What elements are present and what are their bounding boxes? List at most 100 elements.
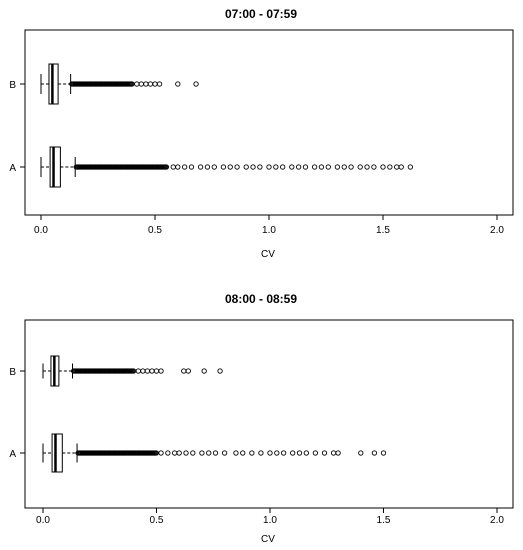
outlier-point-B-69 (143, 81, 149, 87)
box-B (42, 355, 74, 387)
outlier-point-A-103 (280, 450, 287, 456)
outlier-point-A-102 (274, 450, 280, 456)
outlier-point-A-112 (257, 164, 263, 170)
outlier-point-A-109 (234, 164, 240, 170)
outlier-point-B-74 (193, 81, 199, 87)
outlier-point-B-70 (147, 81, 154, 87)
outlier-point-A-125 (357, 164, 363, 170)
panel-1-title: 07:00 - 07:59 (225, 7, 297, 21)
outlier-point-A-89 (172, 450, 178, 456)
outlier-point-A-131 (398, 164, 404, 170)
outlier-point-B-76 (217, 368, 223, 374)
outlier-point-A-96 (221, 450, 228, 456)
outlier-point-A-97 (233, 450, 239, 456)
outlier-point-A-117 (295, 164, 302, 170)
outlier-point-A-109 (330, 450, 337, 456)
box-B (40, 63, 72, 105)
outlier-point-A-90 (176, 450, 182, 456)
outlier-point-A-102 (181, 164, 188, 170)
outlier-point-B-67 (135, 368, 141, 374)
outlier-point-A-105 (296, 450, 303, 456)
x-tick-label-4: 2.0 (490, 225, 504, 236)
outlier-point-A-101 (267, 450, 273, 456)
outlier-point-A-132 (407, 164, 414, 170)
outlier-point-A-107 (220, 164, 227, 170)
outlier-point-A-111 (358, 450, 364, 456)
x-tick-label-1: 0.5 (148, 225, 162, 236)
outlier-point-A-103 (188, 164, 195, 170)
outliers-B (69, 81, 199, 87)
outlier-point-A-101 (175, 164, 181, 170)
outliers-A (73, 164, 414, 170)
outlier-point-B-68 (140, 368, 146, 374)
outlier-point-A-92 (190, 450, 196, 456)
outlier-point-A-99 (163, 164, 170, 170)
outlier-point-A-106 (211, 164, 217, 170)
outlier-point-A-87 (158, 450, 164, 456)
x-tick-label-0: 0.0 (36, 515, 50, 526)
outlier-point-A-100 (258, 450, 264, 456)
outlier-point-A-115 (280, 164, 286, 170)
outlier-point-B-73 (175, 81, 181, 87)
outlier-point-A-110 (243, 164, 249, 170)
outlier-point-A-100 (170, 164, 176, 170)
x-tick-label-3: 1.5 (377, 515, 391, 526)
panel-1-marks (40, 63, 414, 188)
outlier-point-A-99 (249, 450, 255, 456)
outlier-point-B-72 (158, 368, 164, 374)
panel-2-x-axis-label: CV (261, 534, 275, 545)
outliers-B (70, 368, 223, 374)
x-tick-label-2: 1.0 (262, 225, 276, 236)
outlier-point-B-71 (152, 81, 158, 87)
panel-2-axes: 0.0 0.5 1.0 1.5 2.0 A B (9, 367, 504, 526)
outlier-point-A-118 (302, 164, 309, 170)
box-rect-A (49, 146, 61, 188)
outlier-point-A-119 (311, 164, 318, 170)
outlier-point-B-75 (201, 368, 207, 374)
outlier-point-B-72 (156, 81, 163, 87)
outlier-point-A-93 (199, 450, 205, 456)
panel-1-axes: 0.0 0.5 1.0 1.5 2.0 A B (9, 80, 504, 236)
x-tick-label-3: 1.5 (376, 225, 390, 236)
outlier-point-B-71 (153, 368, 160, 374)
outlier-point-A-111 (250, 164, 256, 170)
outlier-point-A-91 (183, 450, 189, 456)
panel-2: 08:00 - 08:59 0.0 0.5 1.0 1.5 2.0 A B CV (9, 292, 514, 545)
outlier-point-B-73 (181, 368, 187, 374)
outlier-point-A-98 (240, 450, 246, 456)
outlier-point-A-94 (206, 450, 212, 456)
outlier-point-A-105 (204, 164, 211, 170)
outlier-point-A-124 (348, 164, 354, 170)
y-tick-label-B: B (9, 367, 16, 378)
outlier-point-A-88 (165, 450, 171, 456)
box-rect-A (51, 433, 63, 473)
outlier-point-A-95 (212, 450, 219, 456)
panel-1-x-axis-label: CV (261, 249, 275, 260)
outlier-point-A-120 (318, 164, 325, 170)
panel-1: 07:00 - 07:59 0.0 0.5 1.0 1.5 2.0 A B CV (9, 7, 514, 260)
panel-1-plot-frame (24, 29, 514, 216)
outlier-point-A-107 (312, 450, 319, 456)
outlier-point-A-122 (334, 164, 341, 170)
outlier-point-B-70 (149, 368, 155, 374)
outliers-A (75, 450, 387, 456)
outlier-point-B-69 (144, 368, 151, 374)
x-tick-label-1: 0.5 (150, 515, 164, 526)
outlier-point-A-121 (325, 164, 331, 170)
outlier-point-A-130 (394, 164, 400, 170)
box-A (40, 146, 76, 188)
y-tick-label-A: A (9, 449, 16, 460)
y-tick-label-A: A (9, 163, 16, 174)
panel-2-marks (42, 355, 387, 473)
outlier-point-A-112 (371, 450, 378, 456)
outlier-point-A-108 (321, 450, 328, 456)
outlier-point-A-113 (266, 164, 272, 170)
outlier-point-A-126 (364, 164, 370, 170)
outlier-point-A-123 (341, 164, 347, 170)
outlier-point-B-74 (185, 368, 191, 374)
panel-2-title: 08:00 - 08:59 (225, 292, 297, 306)
x-tick-label-4: 2.0 (490, 515, 504, 526)
outlier-point-A-106 (303, 450, 309, 456)
